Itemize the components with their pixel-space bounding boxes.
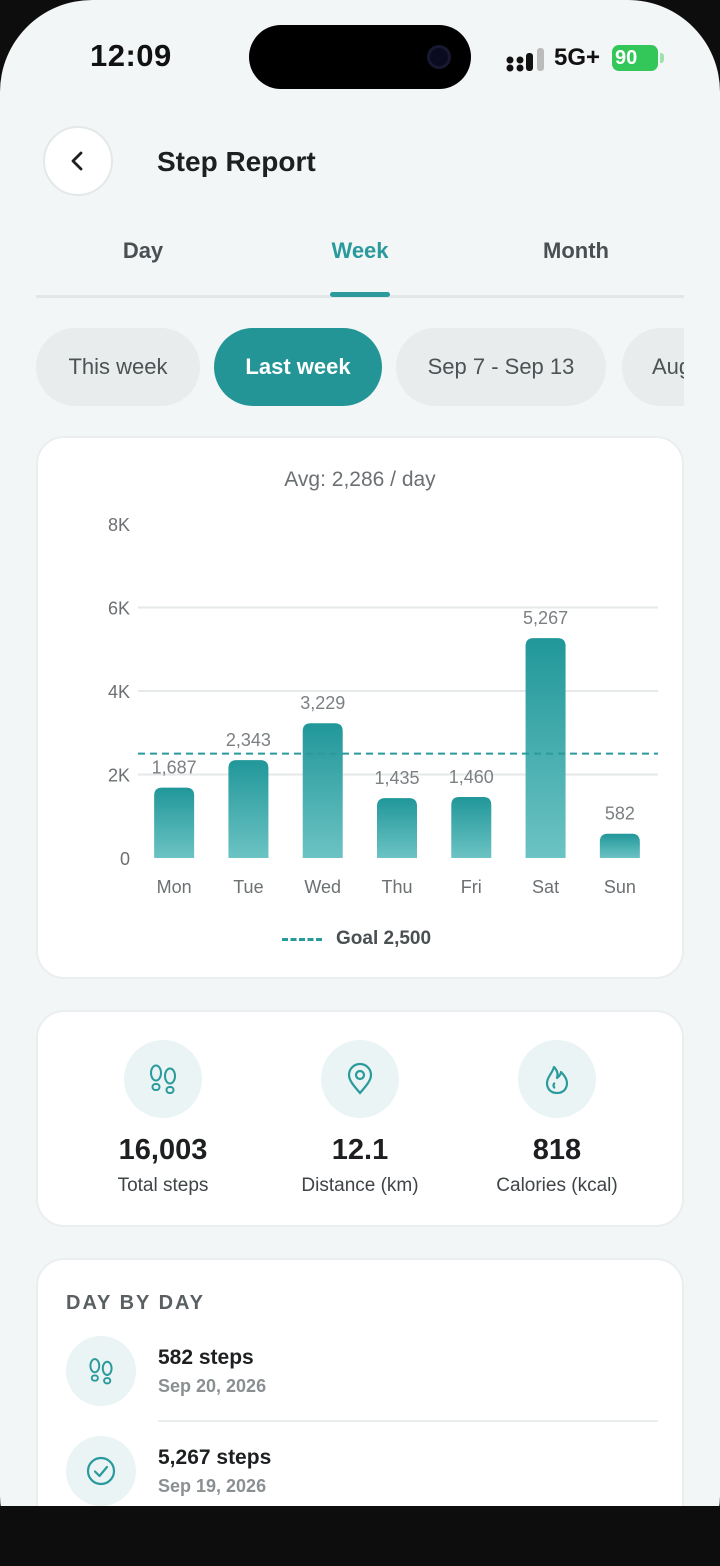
y-tick-label: 0 (120, 849, 130, 869)
bar-fri (451, 797, 492, 858)
bottom-bezel (0, 1506, 720, 1566)
check-circle-icon (66, 1436, 136, 1506)
goal-dash-icon (282, 937, 322, 941)
stat-value: 12.1 (331, 1134, 389, 1166)
network-label: 5G+ (554, 44, 601, 71)
bar-value-label: 582 (605, 804, 635, 824)
battery-tip (660, 53, 664, 63)
battery-level: 90 (615, 47, 638, 69)
camera-icon (427, 45, 451, 69)
legend-goal-label: Goal 2,500 (336, 928, 432, 949)
section-title: DAY BY DAY (66, 1292, 205, 1314)
x-tick-label: Sat (532, 877, 559, 897)
status-time: 12:09 (90, 38, 172, 73)
bar-value-label: 3,229 (300, 693, 345, 713)
footprints-icon (66, 1336, 136, 1406)
location-pin-icon (321, 1040, 399, 1118)
bar-value-label: 2,343 (226, 730, 271, 750)
tab-month[interactable]: Month (543, 238, 609, 263)
y-tick-label: 8K (108, 515, 130, 535)
bar-mon (154, 787, 195, 858)
dynamic-island (249, 25, 471, 89)
bar-value-label: 5,267 (523, 608, 568, 628)
signal-icon (506, 48, 544, 72)
chip-this-week[interactable]: This week (36, 328, 200, 406)
tab-active-indicator (330, 292, 390, 297)
bar-tue (228, 760, 269, 858)
x-tick-label: Thu (381, 877, 412, 897)
stat-distance: 12.1 Distance (km) (260, 1040, 460, 1197)
entry-steps: 582 steps (158, 1346, 254, 1369)
chip-sep-7-13[interactable]: Sep 7 - Sep 13 (396, 328, 606, 406)
bar-value-label: 1,460 (449, 767, 494, 787)
back-button[interactable] (43, 126, 113, 196)
entry-steps: 5,267 steps (158, 1446, 272, 1469)
list-item[interactable]: 5,267 steps Sep 19, 2026 (66, 1436, 658, 1510)
y-tick-label: 4K (108, 682, 130, 702)
stat-label: Calories (kcal) (496, 1175, 618, 1196)
tab-day[interactable]: Day (122, 238, 164, 263)
step-bar-chart: 0 2K 4K 6K 8K 1,687 Mon 2,343 Tue 3,229 Wed 1,435 Th… (108, 515, 658, 897)
bar-wed (302, 723, 343, 858)
stat-value: 818 (532, 1134, 582, 1166)
chevron-left-icon (71, 151, 83, 171)
x-tick-label: Tue (233, 877, 263, 897)
bar-sun (599, 833, 640, 858)
stat-calories: 818 Calories (kcal) (457, 1040, 657, 1197)
bar-value-label: 1,435 (374, 768, 419, 788)
y-tick-label: 2K (108, 766, 130, 786)
battery-icon: 90 (612, 45, 658, 71)
stat-label: Total steps (117, 1175, 209, 1196)
flame-icon (518, 1040, 596, 1118)
entry-date: Sep 20, 2026 (158, 1376, 267, 1396)
entry-date: Sep 19, 2026 (158, 1476, 267, 1496)
x-tick-label: Sun (604, 877, 636, 897)
stat-label: Distance (km) (301, 1175, 419, 1196)
x-tick-label: Fri (461, 877, 482, 897)
tab-week[interactable]: Week (331, 238, 389, 263)
period-chips: This week Last week Sep 7 - Sep 13 Aug (36, 328, 684, 406)
chart-legend: Goal 2,500 (282, 928, 431, 950)
x-tick-label: Mon (157, 877, 192, 897)
list-divider (158, 1420, 658, 1422)
stats-card: 16,003 Total steps 12.1 Distance (km) 81… (36, 1010, 684, 1227)
x-tick-label: Wed (304, 877, 341, 897)
list-item[interactable]: 582 steps Sep 20, 2026 (66, 1336, 658, 1410)
footprints-icon (124, 1040, 202, 1118)
page-title: Step Report (157, 146, 316, 177)
chip-aug[interactable]: Aug (622, 328, 684, 406)
chip-last-week[interactable]: Last week (214, 328, 382, 406)
y-tick-label: 6K (108, 599, 130, 619)
bar-sat (525, 638, 566, 858)
stat-value: 16,003 (118, 1134, 208, 1166)
chart-card: Avg: 2,286 / day 0 2K 4K 6K 8K 1,687 Mon 2,343 T… (36, 436, 684, 979)
bar-value-label: 1,687 (152, 758, 197, 778)
average-label: Avg: 2,286 / day (284, 468, 436, 491)
bar-thu (377, 798, 417, 858)
stat-total-steps: 16,003 Total steps (63, 1040, 263, 1197)
